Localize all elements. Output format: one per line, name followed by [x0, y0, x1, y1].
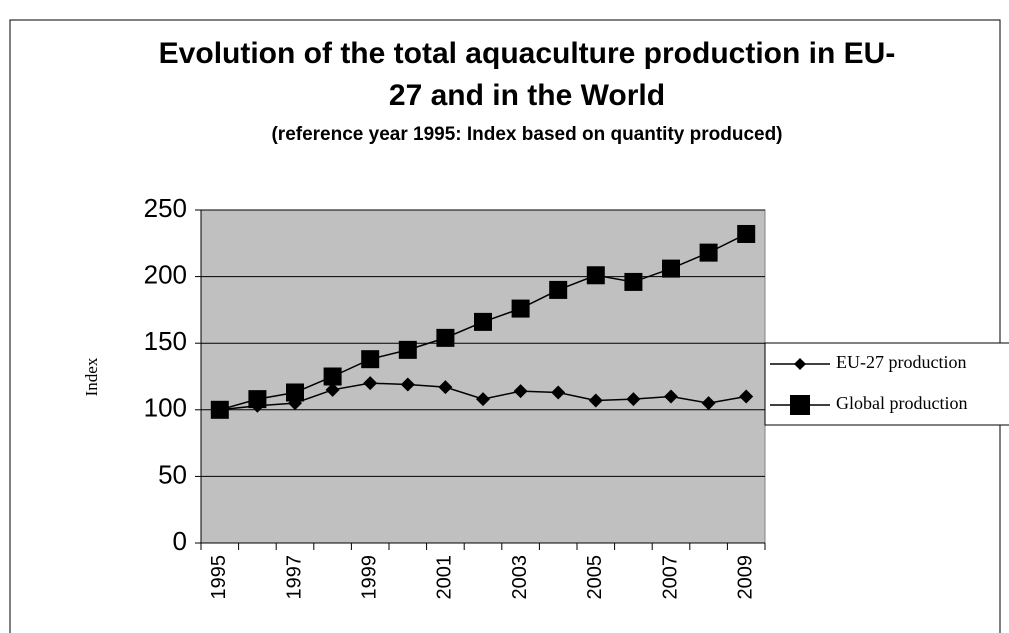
chart-frame [9, 19, 1001, 633]
x-tick-label: 2005 [584, 555, 606, 600]
marker [737, 224, 756, 243]
x-tick-label: 1999 [358, 555, 380, 600]
chart-title: Evolution of the total aquaculture produ… [159, 37, 896, 112]
marker [513, 384, 528, 399]
x-tick-label: 2009 [734, 555, 756, 600]
marker [286, 383, 304, 402]
x-tick-label: 1997 [283, 555, 305, 600]
marker [588, 393, 603, 408]
y-tick-label: 0 [173, 526, 187, 556]
marker [551, 385, 566, 400]
marker [662, 259, 680, 278]
marker [210, 400, 229, 419]
y-tick-label: 50 [158, 459, 187, 489]
marker [436, 328, 455, 347]
y-tick-label: 200 [144, 259, 187, 289]
marker [549, 280, 568, 299]
marker [476, 392, 490, 407]
plot-area [200, 209, 766, 544]
x-tick-label: 1995 [208, 555, 230, 600]
chart-subtitle: (reference year 1995: Index based on qua… [271, 124, 782, 145]
legend-marker [794, 358, 806, 370]
y-tick-label: 100 [144, 393, 187, 423]
marker [325, 382, 340, 397]
marker [400, 377, 415, 392]
marker [398, 340, 417, 359]
legend-label: EU-27 production [836, 352, 966, 372]
marker [624, 272, 643, 291]
marker [323, 367, 342, 386]
x-tick-label: 2003 [509, 555, 531, 600]
legend-marker [790, 395, 810, 415]
y-axis-label: Index [82, 357, 101, 396]
marker [664, 389, 678, 404]
marker [363, 376, 378, 391]
marker [699, 243, 718, 262]
y-tick-label: 250 [144, 193, 187, 223]
legend-label: Global production [836, 393, 967, 413]
marker [248, 390, 267, 409]
x-tick-label: 2007 [659, 555, 681, 600]
y-tick-label: 150 [144, 326, 187, 356]
legend: EU-27 production Global production [764, 342, 1009, 426]
marker [586, 266, 605, 285]
marker [474, 312, 492, 331]
marker [511, 299, 530, 318]
marker [361, 350, 380, 369]
marker [626, 392, 641, 407]
marker [739, 389, 754, 404]
marker [701, 396, 716, 411]
x-tick-label: 2001 [434, 555, 456, 600]
marker [438, 380, 453, 395]
